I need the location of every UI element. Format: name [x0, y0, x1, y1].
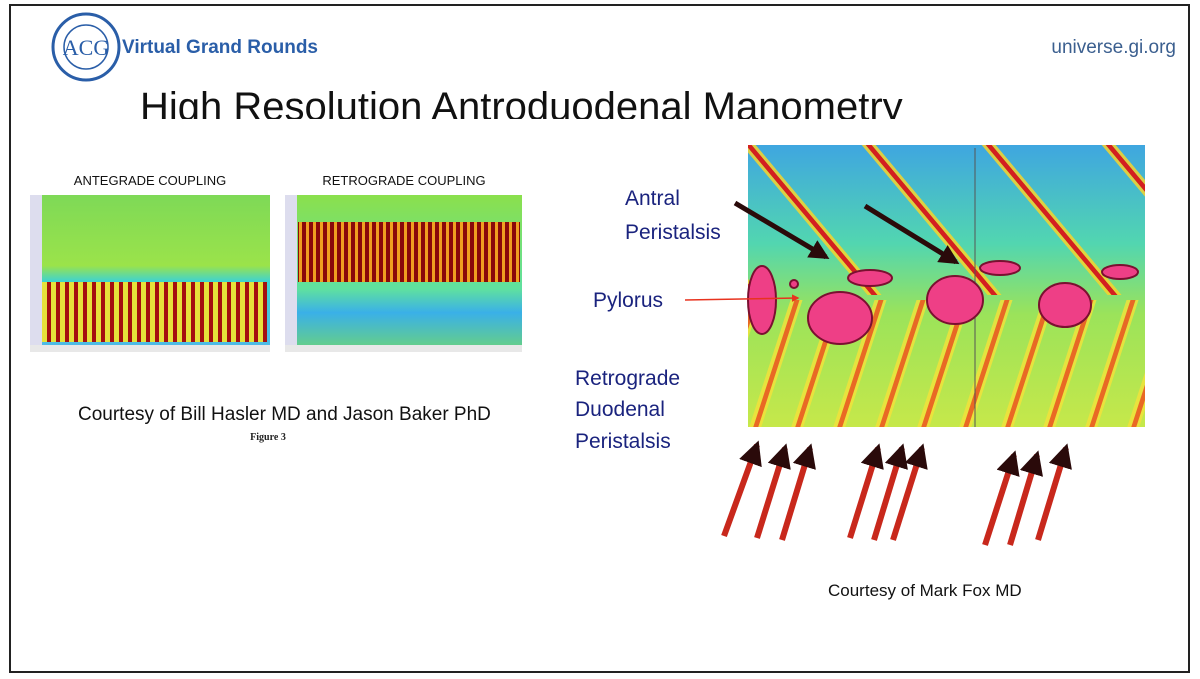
retrograde-image — [285, 195, 522, 352]
antral-label: Peristalsis — [625, 221, 721, 244]
site: universe.gi.org — [1051, 37, 1176, 58]
right-credit: Courtesy of Mark Fox MD — [828, 581, 1022, 600]
retrograde-label: Peristalsis — [575, 430, 671, 453]
pylorus-label: Pylorus — [593, 289, 663, 312]
antral-label: Antral — [625, 187, 680, 210]
left-credit: Courtesy of Bill Hasler MD and Jason Bak… — [78, 404, 491, 425]
antegrade-image — [30, 195, 270, 352]
retrograde-arrows — [721, 440, 1072, 546]
figure-label: Figure 3 — [250, 432, 286, 443]
panel-label: RETROGRADE COUPLING — [322, 173, 485, 188]
panel-label: ANTEGRADE COUPLING — [74, 173, 226, 188]
logo-text: ACG — [63, 35, 110, 60]
manometry-heatmap — [733, 145, 1145, 427]
brand: Virtual Grand Rounds — [122, 37, 318, 58]
retrograde-label: Retrograde — [575, 367, 680, 390]
logo-inner — [63, 24, 109, 70]
slide-title: High Resolution Antroduodenal Manometry — [140, 85, 903, 129]
retrograde-label: Duodenal — [575, 398, 665, 421]
pylorus-arrow — [684, 294, 800, 302]
